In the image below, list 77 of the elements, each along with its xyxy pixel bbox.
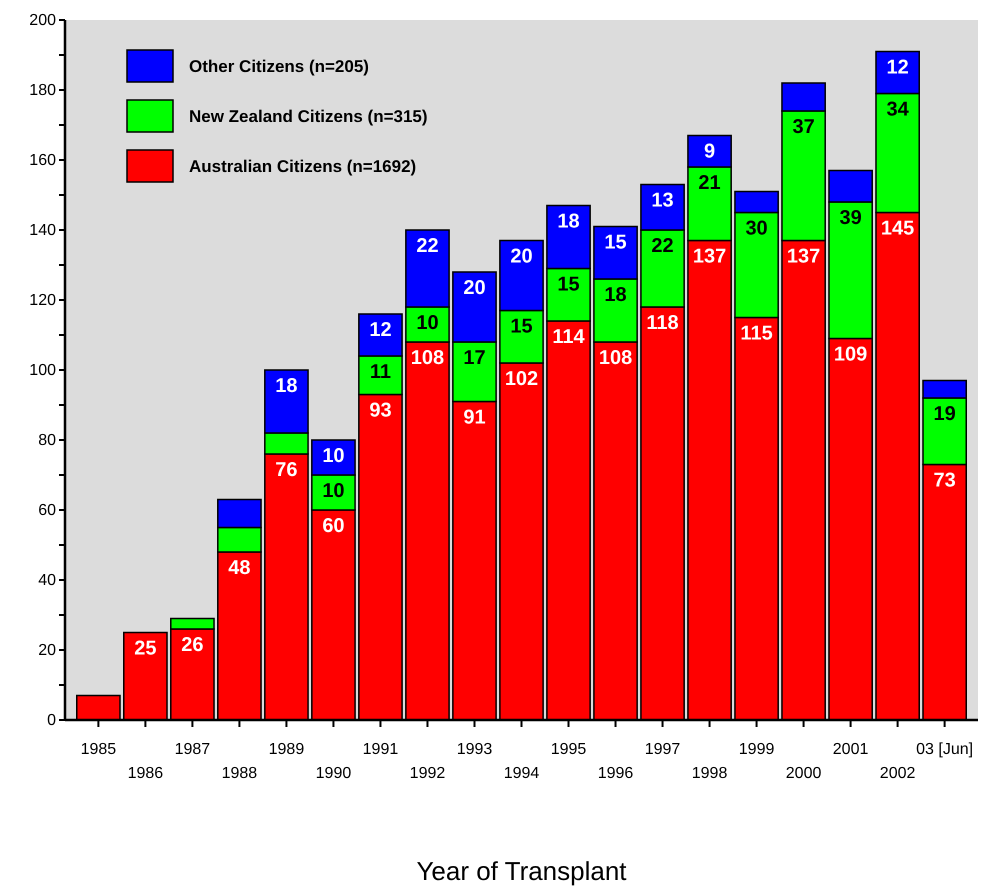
- data-label: 11: [370, 361, 392, 383]
- x-tick-label: 1996: [598, 765, 634, 782]
- data-label: 10: [416, 312, 439, 334]
- x-tick-label: 1998: [692, 765, 728, 782]
- data-label: 137: [692, 246, 726, 268]
- x-tick-label: 1994: [504, 765, 540, 782]
- data-label: 109: [834, 344, 868, 366]
- data-label: 145: [880, 218, 914, 240]
- y-tick-label: 100: [29, 362, 56, 380]
- x-tick-label: 1991: [362, 741, 398, 758]
- data-label: 37: [792, 116, 815, 138]
- data-label: 9: [704, 140, 716, 162]
- x-tick-label: 1989: [268, 741, 304, 758]
- x-tick-label: 1986: [128, 765, 164, 782]
- x-tick-label: 1992: [410, 765, 446, 782]
- data-label: 10: [322, 480, 345, 502]
- data-label: 76: [275, 459, 298, 481]
- data-label: 12: [886, 56, 909, 78]
- x-tick-label: 2002: [880, 765, 916, 782]
- x-tick-label: 1995: [550, 741, 586, 758]
- data-label: 12: [369, 319, 392, 341]
- y-tick-label: 160: [29, 152, 56, 170]
- data-label: 108: [410, 347, 444, 369]
- x-tick-label: 2001: [832, 741, 868, 758]
- data-label: 26: [181, 634, 204, 656]
- y-tick-label: 120: [29, 292, 56, 310]
- y-tick-label: 200: [29, 12, 56, 30]
- data-label: 18: [604, 284, 627, 306]
- data-label: 114: [552, 326, 586, 348]
- x-tick-label: 1993: [456, 741, 492, 758]
- data-label: 39: [839, 207, 862, 229]
- data-label: 18: [275, 375, 298, 397]
- data-label: 15: [557, 274, 580, 296]
- data-label: 15: [510, 316, 533, 338]
- y-tick-label: 180: [29, 82, 56, 100]
- data-label: 115: [740, 322, 773, 344]
- data-label: 34: [886, 98, 910, 120]
- data-label: 19: [933, 403, 956, 425]
- data-label: 48: [228, 557, 251, 579]
- y-tick-label: 40: [38, 572, 56, 590]
- data-label: 91: [463, 406, 486, 428]
- data-label: 118: [646, 312, 679, 334]
- data-label: 15: [604, 232, 627, 254]
- data-label: 60: [322, 515, 345, 537]
- x-tick-label: 1988: [222, 765, 258, 782]
- legend-label: Other Citizens (n=205): [189, 57, 369, 76]
- x-tick-label: 03 [Jun]: [916, 741, 974, 758]
- data-label: 20: [510, 246, 533, 268]
- x-axis-title: Year of Transplant: [416, 856, 628, 886]
- x-tick-label: 1987: [174, 741, 210, 758]
- legend-label: Australian Citizens (n=1692): [189, 157, 416, 176]
- data-label: 22: [416, 235, 439, 257]
- x-tick-label: 1985: [80, 741, 116, 758]
- legend-label: New Zealand Citizens (n=315): [189, 107, 428, 126]
- data-label: 30: [745, 218, 768, 240]
- data-label: 108: [598, 347, 632, 369]
- data-label: 20: [463, 277, 486, 299]
- data-label: 137: [786, 246, 820, 268]
- data-label: 13: [651, 190, 674, 212]
- x-tick-label: 1997: [644, 741, 680, 758]
- x-tick-label: 2000: [786, 765, 822, 782]
- data-label: 21: [698, 172, 721, 194]
- x-tick-label: 1990: [316, 765, 352, 782]
- data-label: 18: [557, 210, 580, 232]
- y-tick-label: 60: [38, 502, 56, 520]
- y-tick-label: 0: [47, 712, 56, 730]
- y-tick-label: 80: [38, 432, 56, 450]
- data-label: 25: [134, 638, 157, 660]
- x-tick-label: 1999: [738, 741, 774, 758]
- data-label: 73: [933, 470, 956, 492]
- y-tick-label: 20: [38, 642, 56, 660]
- data-label: 17: [463, 347, 486, 369]
- data-label: 93: [369, 400, 392, 422]
- data-label: 22: [651, 235, 674, 257]
- data-label: 10: [322, 445, 345, 467]
- y-tick-label: 140: [29, 222, 56, 240]
- data-label: 102: [504, 368, 538, 390]
